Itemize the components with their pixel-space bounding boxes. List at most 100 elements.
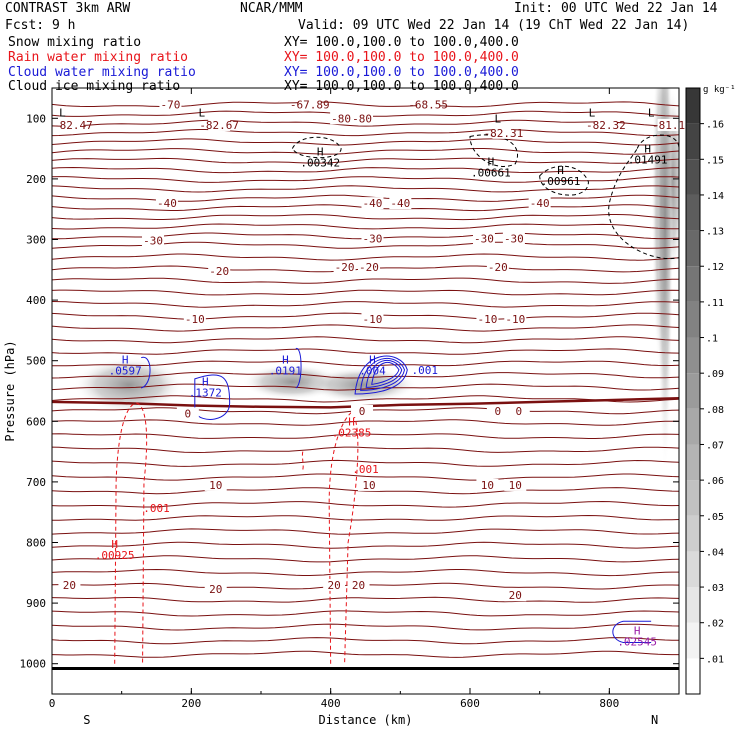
isotherm-label: -20 xyxy=(359,261,379,274)
isotherm-label: 0 xyxy=(515,405,522,418)
isotherm-line xyxy=(52,336,679,344)
isotherm-line xyxy=(52,541,679,549)
isotherm-label: -20 xyxy=(335,261,355,274)
isotherm-line xyxy=(52,301,679,308)
colorbar-label: .15 xyxy=(706,155,724,166)
y-tick-label: 500 xyxy=(26,355,46,368)
colorbar-label: .13 xyxy=(706,227,724,238)
colorbar-segment xyxy=(686,194,700,231)
isotherm-label: -40 xyxy=(363,197,383,210)
legend-rain-xy: XY= 100.0,100.0 to 100.0,400.0 xyxy=(284,50,519,65)
isotherm-label: 20 xyxy=(63,579,76,592)
isotherm-line xyxy=(52,650,679,658)
extremum-value: .0191 xyxy=(269,365,302,378)
extremum-value: .02385 xyxy=(332,426,372,439)
contour-label: .001 xyxy=(352,463,379,476)
shading-cell xyxy=(657,88,674,475)
y-tick-label: 200 xyxy=(26,173,46,186)
isotherm-label-bg xyxy=(417,98,440,111)
isotherm-label: -70 xyxy=(160,98,180,111)
cloud-ice-contour xyxy=(291,136,342,159)
isotherm-line xyxy=(52,487,679,495)
isotherm-line xyxy=(52,223,679,230)
isotherm-line xyxy=(52,419,679,426)
colorbar-label: .08 xyxy=(706,405,724,416)
isotherm-label: -30 xyxy=(363,232,383,245)
isotherm-label: 20 xyxy=(328,579,341,592)
isotherm-label: -30 xyxy=(504,232,524,245)
colorbar-label: .02 xyxy=(706,619,724,630)
isotherm-label-bg xyxy=(204,583,227,596)
isotherm-line xyxy=(52,119,679,127)
isotherm-label-bg xyxy=(389,197,412,210)
isotherm-label: 10 xyxy=(209,479,222,492)
x-tick-label: 600 xyxy=(460,697,480,710)
x-tick-label: 200 xyxy=(181,697,201,710)
isotherm-label-bg xyxy=(594,118,617,131)
isotherm-label: 0 xyxy=(359,405,366,418)
extremum-marker: H xyxy=(488,155,495,168)
isotherm-label-bg xyxy=(504,478,527,491)
isotherm-label-bg xyxy=(486,260,509,273)
y-tick-label: 800 xyxy=(26,537,46,550)
isotherm-label-bg xyxy=(472,232,495,245)
y-tick-label: 300 xyxy=(26,234,46,247)
colorbar-frame xyxy=(685,87,701,695)
y-tick-label: 600 xyxy=(26,415,46,428)
isotherm-label: 0 xyxy=(185,407,192,420)
isotherm-label: 20 xyxy=(209,583,222,596)
isotherm-label: -30 xyxy=(474,232,494,245)
extremum-value: .00661 xyxy=(471,166,511,179)
x-axis-label: Distance (km) xyxy=(319,713,413,727)
cloud-ice-contour xyxy=(608,134,679,260)
cloud-water-contour xyxy=(360,357,406,391)
isotherm-label-bg xyxy=(504,312,527,325)
colorbar-label: .05 xyxy=(706,512,724,523)
plot-frame xyxy=(51,87,680,695)
colorbar-segment xyxy=(686,408,700,445)
isotherm-label: -10 xyxy=(363,313,383,326)
legend-snow: Snow mixing ratio xyxy=(8,35,142,50)
isotherm-label: 20 xyxy=(509,589,522,602)
extremum-marker: H xyxy=(557,164,564,177)
colorbar-segment xyxy=(686,159,700,195)
colorbar-segment xyxy=(686,88,700,124)
extremum-marker: L xyxy=(495,112,502,125)
y-tick-label: 100 xyxy=(26,112,46,125)
isotherm-label-bg xyxy=(504,589,527,602)
isotherm-line xyxy=(52,185,679,193)
isotherm-label: -10 xyxy=(477,313,497,326)
isotherm-label: -20 xyxy=(488,261,508,274)
extremum-value: .02545 xyxy=(617,635,657,648)
cloud-water-contour xyxy=(354,355,408,395)
isotherm-line xyxy=(52,324,679,332)
extremum-value: .00342 xyxy=(300,157,340,170)
isotherm-line xyxy=(52,383,679,391)
isotherm-label-bg xyxy=(176,407,199,420)
isotherm-label: -81.1 xyxy=(652,119,685,132)
extremum-value: .1372 xyxy=(189,386,222,399)
colorbar-segment xyxy=(686,337,700,374)
isotherm-line xyxy=(52,610,679,617)
colorbar-segment xyxy=(686,622,700,659)
y-tick-label: 700 xyxy=(26,476,46,489)
colorbar-label: .14 xyxy=(706,191,724,202)
isotherm-line xyxy=(52,500,679,508)
center-title: NCAR/MMM xyxy=(240,1,303,16)
isotherm-label-bg xyxy=(58,578,81,591)
legend-cloud-ice-xy: XY= 100.0,100.0 to 100.0,400.0 xyxy=(284,79,519,94)
isotherm-label: -82.67 xyxy=(199,119,239,132)
isotherm-label: 10 xyxy=(481,479,494,492)
valid-time: Valid: 09 UTC Wed 22 Jan 14 (19 ChT Wed … xyxy=(298,18,690,33)
isotherm-line xyxy=(52,446,679,454)
legend-cloud-ice: Cloud ice mixing ratio xyxy=(8,79,181,94)
isotherm-line xyxy=(52,555,679,563)
isotherm-label: -80 xyxy=(331,112,351,125)
north-label: N xyxy=(651,713,658,727)
isotherm-label-bg xyxy=(204,478,227,491)
isotherm-line xyxy=(52,473,679,481)
colorbar-segment xyxy=(686,587,700,623)
x-tick-label: 400 xyxy=(321,697,341,710)
forecast-hour: Fcst: 9 h xyxy=(5,18,76,33)
